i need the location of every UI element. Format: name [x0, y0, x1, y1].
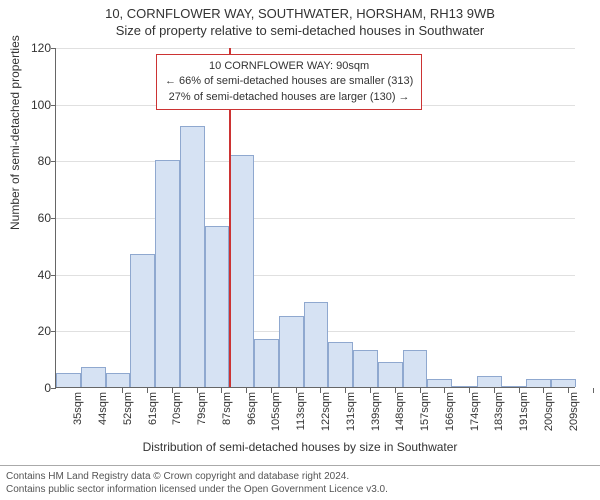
xtick-label: 96sqm — [246, 392, 258, 425]
grid-line — [56, 218, 575, 219]
xtick-mark — [221, 388, 222, 393]
xtick-mark — [147, 388, 148, 393]
chart-area: 35sqm44sqm52sqm61sqm70sqm79sqm87sqm96sqm… — [55, 48, 575, 418]
xtick-mark — [420, 388, 421, 393]
xtick-mark — [469, 388, 470, 393]
histogram-bar — [56, 373, 81, 387]
histogram-bar — [427, 379, 452, 388]
xtick-mark — [172, 388, 173, 393]
histogram-bar — [155, 160, 180, 387]
xtick-mark — [543, 388, 544, 393]
xtick-label: 157sqm — [419, 392, 431, 431]
footer-line1: Contains HM Land Registry data © Crown c… — [6, 470, 594, 483]
ytick-label: 20 — [21, 324, 51, 338]
xtick-label: 44sqm — [97, 392, 109, 425]
xtick-label: 200sqm — [543, 392, 555, 431]
ytick-mark — [51, 161, 56, 162]
histogram-bar — [180, 126, 205, 387]
grid-line — [56, 161, 575, 162]
histogram-bar — [353, 350, 378, 387]
grid-line — [56, 48, 575, 49]
ytick-mark — [51, 388, 56, 389]
footer-line2: Contains public sector information licen… — [6, 483, 594, 496]
xtick-label: 139sqm — [370, 392, 382, 431]
xtick-mark — [444, 388, 445, 393]
xtick-label: 122sqm — [320, 392, 332, 431]
xtick-mark — [197, 388, 198, 393]
histogram-bar — [81, 367, 106, 387]
histogram-bar — [106, 373, 131, 387]
x-axis-label: Distribution of semi-detached houses by … — [0, 440, 600, 454]
xtick-label: 87sqm — [221, 392, 233, 425]
xtick-mark — [370, 388, 371, 393]
xtick-label: 113sqm — [295, 392, 307, 430]
xtick-label: 131sqm — [345, 392, 357, 431]
ytick-mark — [51, 275, 56, 276]
histogram-bar — [477, 376, 502, 387]
ytick-label: 80 — [21, 154, 51, 168]
footer-attribution: Contains HM Land Registry data © Crown c… — [0, 465, 600, 500]
ytick-mark — [51, 105, 56, 106]
histogram-bar — [279, 316, 304, 387]
histogram-bar — [130, 254, 155, 387]
histogram-bar — [452, 386, 477, 387]
chart-title-line2: Size of property relative to semi-detach… — [0, 23, 600, 38]
ytick-label: 60 — [21, 211, 51, 225]
xtick-label: 148sqm — [394, 392, 406, 431]
xtick-label: 209sqm — [568, 392, 580, 431]
xtick-mark — [296, 388, 297, 393]
chart-title-line1: 10, CORNFLOWER WAY, SOUTHWATER, HORSHAM,… — [0, 6, 600, 21]
xtick-label: 35sqm — [72, 392, 84, 425]
ytick-mark — [51, 218, 56, 219]
histogram-bar — [205, 226, 230, 388]
ytick-mark — [51, 331, 56, 332]
xtick-label: 174sqm — [469, 392, 481, 431]
xtick-mark — [271, 388, 272, 393]
xtick-mark — [345, 388, 346, 393]
xtick-mark — [568, 388, 569, 393]
xtick-label: 191sqm — [518, 392, 530, 431]
ytick-label: 40 — [21, 268, 51, 282]
xtick-label: 70sqm — [171, 392, 183, 425]
xtick-mark — [320, 388, 321, 393]
xtick-label: 52sqm — [122, 392, 134, 425]
xtick-label: 61sqm — [147, 392, 159, 425]
ytick-label: 120 — [21, 41, 51, 55]
xtick-label: 183sqm — [493, 392, 505, 431]
xtick-mark — [519, 388, 520, 393]
histogram-bar — [403, 350, 428, 387]
ytick-mark — [51, 48, 56, 49]
annotation-line: 27% of semi-detached houses are larger (… — [165, 90, 413, 105]
annotation-line: ← 66% of semi-detached houses are smalle… — [165, 74, 413, 89]
xtick-label: 79sqm — [196, 392, 208, 425]
ytick-label: 0 — [21, 381, 51, 395]
histogram-bar — [229, 155, 254, 387]
xtick-mark — [246, 388, 247, 393]
xtick-mark — [593, 388, 594, 393]
histogram-bar — [526, 379, 551, 388]
histogram-bar — [254, 339, 279, 387]
xtick-label: 105sqm — [270, 392, 282, 431]
histogram-bar — [502, 386, 527, 387]
ytick-label: 100 — [21, 98, 51, 112]
xtick-mark — [395, 388, 396, 393]
xtick-mark — [494, 388, 495, 393]
histogram-bar — [551, 379, 576, 388]
annotation-box: 10 CORNFLOWER WAY: 90sqm← 66% of semi-de… — [156, 54, 422, 110]
histogram-bar — [378, 362, 403, 388]
histogram-bar — [304, 302, 329, 387]
xtick-label: 166sqm — [444, 392, 456, 431]
annotation-line: 10 CORNFLOWER WAY: 90sqm — [165, 59, 413, 74]
histogram-bar — [328, 342, 353, 387]
y-axis-label: Number of semi-detached properties — [8, 35, 22, 230]
xtick-mark — [122, 388, 123, 393]
plot-region: 35sqm44sqm52sqm61sqm70sqm79sqm87sqm96sqm… — [55, 48, 575, 388]
